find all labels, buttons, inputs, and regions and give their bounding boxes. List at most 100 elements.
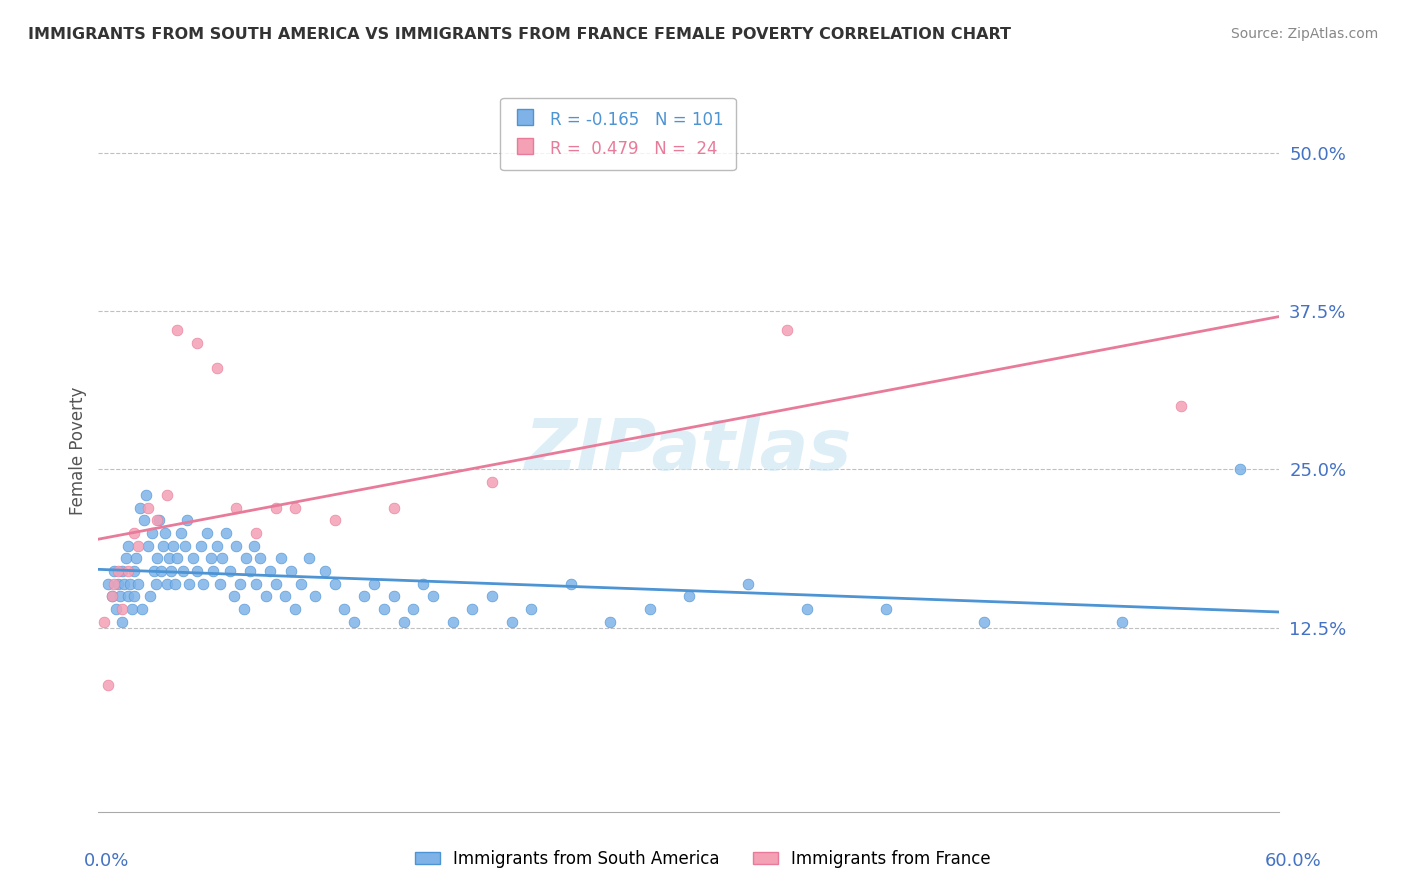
Point — [155, 525, 177, 540]
Point — [264, 576, 287, 591]
Point — [195, 525, 218, 540]
Point — [314, 564, 336, 578]
Point — [249, 551, 271, 566]
Point — [107, 576, 129, 591]
Point — [298, 551, 321, 566]
Point — [97, 678, 120, 692]
Point — [128, 500, 150, 515]
Point — [112, 576, 135, 591]
Point — [254, 589, 277, 603]
Point — [138, 589, 160, 603]
Point — [127, 576, 149, 591]
Point — [239, 564, 262, 578]
Point — [211, 551, 233, 566]
Point — [181, 551, 204, 566]
Text: 0.0%: 0.0% — [84, 852, 129, 870]
Point — [117, 539, 139, 553]
Point — [201, 564, 224, 578]
Point — [225, 539, 247, 553]
Point — [111, 615, 134, 629]
Point — [115, 551, 138, 566]
Point — [284, 602, 307, 616]
Point — [382, 589, 405, 603]
Point — [973, 615, 995, 629]
Point — [141, 525, 163, 540]
Point — [323, 513, 346, 527]
Point — [412, 576, 434, 591]
Legend: R = -0.165   N = 101, R =  0.479   N =  24: R = -0.165 N = 101, R = 0.479 N = 24 — [501, 97, 735, 169]
Point — [122, 589, 145, 603]
Point — [142, 564, 165, 578]
Point — [205, 361, 228, 376]
Point — [101, 589, 124, 603]
Point — [323, 576, 346, 591]
Point — [796, 602, 818, 616]
Point — [172, 564, 194, 578]
Point — [402, 602, 425, 616]
Point — [599, 615, 621, 629]
Point — [131, 602, 153, 616]
Point — [481, 475, 503, 490]
Text: Source: ZipAtlas.com: Source: ZipAtlas.com — [1230, 27, 1378, 41]
Point — [146, 551, 169, 566]
Point — [107, 564, 129, 578]
Point — [125, 551, 148, 566]
Point — [243, 539, 266, 553]
Point — [117, 589, 139, 603]
Point — [1170, 399, 1192, 413]
Point — [177, 576, 200, 591]
Point — [166, 551, 188, 566]
Y-axis label: Female Poverty: Female Poverty — [69, 386, 87, 515]
Point — [121, 602, 143, 616]
Point — [441, 615, 464, 629]
Point — [105, 602, 128, 616]
Point — [737, 576, 759, 591]
Point — [501, 615, 523, 629]
Point — [174, 539, 197, 553]
Point — [284, 500, 307, 515]
Point — [224, 589, 246, 603]
Point — [245, 525, 267, 540]
Point — [117, 564, 139, 578]
Point — [152, 539, 174, 553]
Point — [209, 576, 232, 591]
Point — [373, 602, 395, 616]
Point — [132, 513, 155, 527]
Point — [186, 335, 208, 350]
Point — [560, 576, 582, 591]
Point — [136, 500, 159, 515]
Point — [103, 576, 125, 591]
Point — [111, 564, 134, 578]
Point — [162, 539, 184, 553]
Point — [156, 488, 179, 502]
Point — [101, 589, 124, 603]
Text: ZIPatlas: ZIPatlas — [526, 416, 852, 485]
Point — [245, 576, 267, 591]
Legend: Immigrants from South America, Immigrants from France: Immigrants from South America, Immigrant… — [408, 844, 998, 875]
Point — [93, 615, 115, 629]
Point — [422, 589, 444, 603]
Point — [157, 551, 180, 566]
Point — [145, 576, 167, 591]
Point — [190, 539, 212, 553]
Point — [191, 576, 214, 591]
Point — [200, 551, 222, 566]
Point — [225, 500, 247, 515]
Point — [333, 602, 356, 616]
Text: IMMIGRANTS FROM SOUTH AMERICA VS IMMIGRANTS FROM FRANCE FEMALE POVERTY CORRELATI: IMMIGRANTS FROM SOUTH AMERICA VS IMMIGRA… — [28, 27, 1011, 42]
Point — [166, 323, 188, 337]
Point — [118, 576, 141, 591]
Point — [875, 602, 897, 616]
Point — [343, 615, 366, 629]
Point — [219, 564, 242, 578]
Point — [1111, 615, 1133, 629]
Point — [97, 576, 120, 591]
Point — [1229, 462, 1251, 476]
Point — [392, 615, 415, 629]
Point — [148, 513, 170, 527]
Point — [280, 564, 302, 578]
Point — [146, 513, 169, 527]
Point — [170, 525, 193, 540]
Point — [776, 323, 799, 337]
Point — [264, 500, 287, 515]
